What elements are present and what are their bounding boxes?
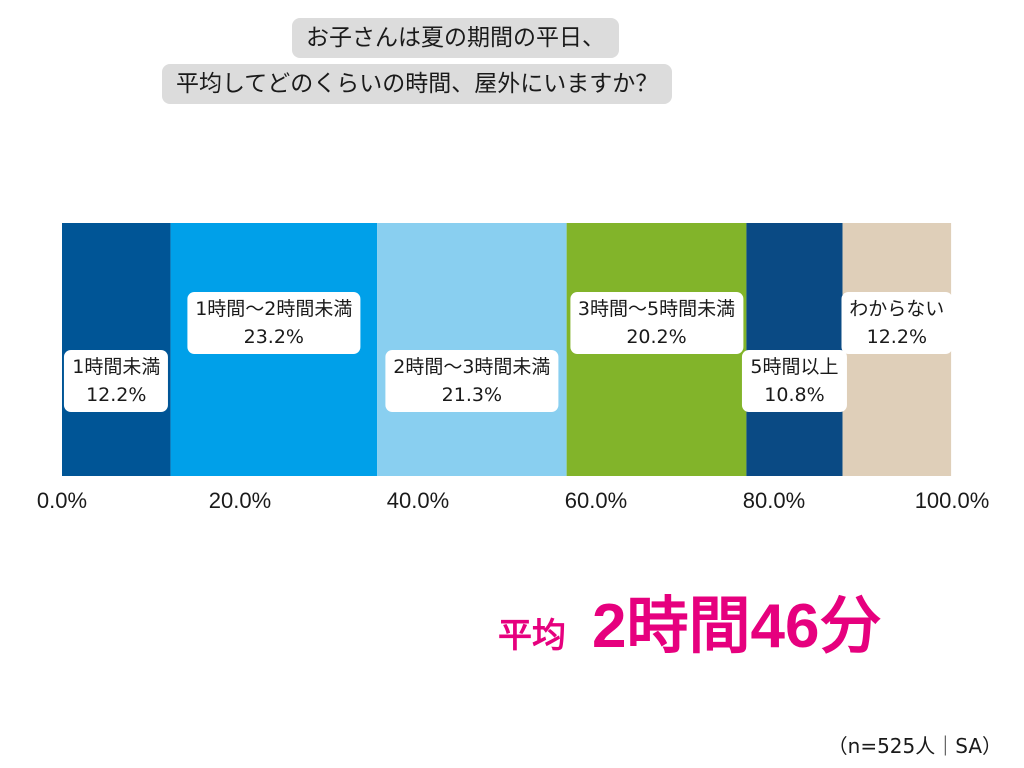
segment-value-6: 12.2%: [866, 326, 927, 348]
segment-category-5: 5時間以上: [750, 356, 839, 378]
segment-label-3: 2時間〜3時間未満 21.3%: [385, 350, 559, 412]
segment-label-5: 5時間以上 10.8%: [742, 350, 847, 412]
average-value: 2時間46分: [592, 592, 882, 661]
segment-category-3: 2時間〜3時間未満: [393, 356, 551, 378]
chart-title-line-2: 平均してどのくらいの時間、屋外にいますか？: [162, 64, 673, 104]
segment-value-5: 10.8%: [764, 384, 825, 406]
chart-title-line-1: お子さんは夏の期間の平日、: [292, 18, 619, 58]
average-summary: 平均 2時間46分: [498, 575, 881, 665]
x-tick-label-3: 40.0%: [386, 488, 450, 513]
segment-label-2: 1時間〜2時間未満 23.2%: [187, 292, 361, 354]
segment-value-4: 20.2%: [626, 326, 687, 348]
bar-segment-5: [746, 223, 843, 476]
segment-value-3: 21.3%: [441, 384, 503, 406]
segment-value-1: 12.2%: [86, 384, 147, 406]
x-tick-label-5: 80.0%: [742, 488, 806, 513]
average-label: 平均: [498, 616, 566, 656]
segment-label-6: わからない 12.2%: [841, 292, 953, 354]
x-tick-label-2: 20.0%: [208, 488, 272, 513]
segment-category-4: 3時間〜5時間未満: [577, 298, 736, 320]
sample-size-note: （n=525人｜SA）: [827, 734, 1002, 758]
stacked-bar-chart: [62, 223, 952, 476]
segment-category-6: わからない: [849, 298, 945, 320]
segment-category-1: 1時間未満: [72, 356, 161, 378]
bar-segment-3: [377, 223, 567, 476]
segment-label-4: 3時間〜5時間未満 20.2%: [569, 292, 744, 354]
bar-segment-1: [62, 223, 171, 476]
x-tick-label-1: 0.0%: [36, 488, 88, 513]
segment-category-2: 1時間〜2時間未満: [195, 298, 353, 320]
x-tick-label-4: 60.0%: [564, 488, 628, 513]
segment-label-1: 1時間未満 12.2%: [64, 350, 169, 412]
x-tick-label-6: 100.0%: [914, 488, 990, 513]
segment-value-2: 23.2%: [243, 326, 304, 348]
